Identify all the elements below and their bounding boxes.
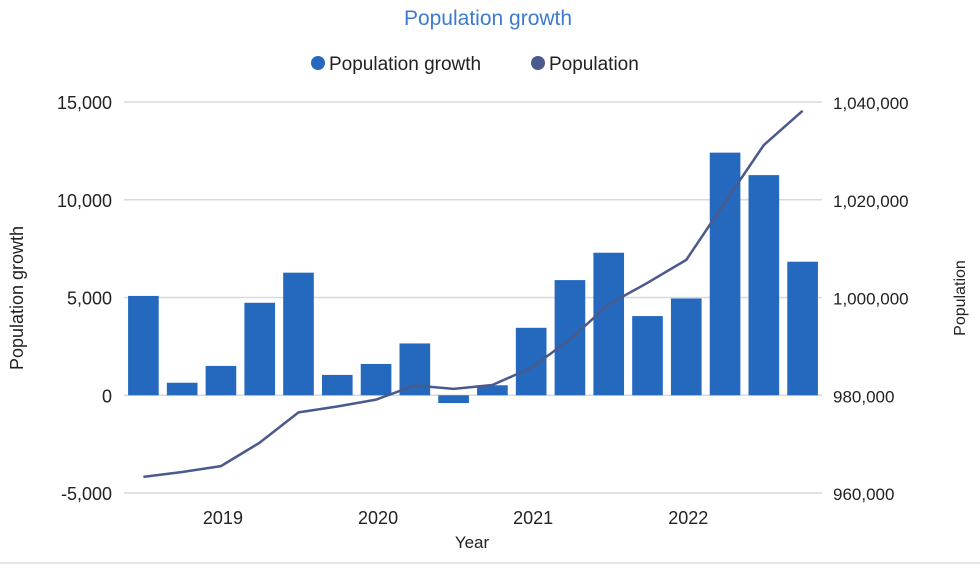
y-axis-left-label: Population growth xyxy=(7,226,27,370)
population-line xyxy=(143,111,802,477)
bar xyxy=(322,375,353,395)
right-tick-label: 1,000,000 xyxy=(833,290,909,309)
bar xyxy=(206,366,237,395)
left-tick-label: -5,000 xyxy=(61,484,112,504)
bar xyxy=(244,303,275,395)
bar xyxy=(710,153,741,396)
bar xyxy=(438,395,469,403)
left-tick-label: 15,000 xyxy=(57,93,112,113)
right-tick-label: 980,000 xyxy=(833,387,894,406)
right-tick-label: 1,040,000 xyxy=(833,94,909,113)
bar xyxy=(749,175,780,395)
x-tick-label: 2020 xyxy=(358,508,398,528)
right-tick-label: 1,020,000 xyxy=(833,192,909,211)
bar xyxy=(167,383,198,396)
chart-title: Population growth xyxy=(404,7,572,30)
right-tick-label: 960,000 xyxy=(833,485,894,504)
left-tick-label: 5,000 xyxy=(67,289,112,309)
legend-marker-population xyxy=(531,56,545,70)
legend-label-population-growth: Population growth xyxy=(329,54,481,75)
bar xyxy=(632,316,663,395)
legend-label-population: Population xyxy=(549,54,639,75)
bar xyxy=(593,253,624,396)
legend-marker-population-growth xyxy=(311,56,325,70)
left-tick-label: 0 xyxy=(102,386,112,406)
bar xyxy=(128,296,159,395)
bar xyxy=(283,273,314,396)
x-tick-label: 2021 xyxy=(513,508,553,528)
x-axis-label: Year xyxy=(455,533,490,552)
bar xyxy=(671,298,702,395)
y-axis-right-label: Population xyxy=(952,260,969,336)
legend: Population growth Population xyxy=(311,54,639,75)
x-tick-label: 2019 xyxy=(203,508,243,528)
bar xyxy=(361,364,392,395)
bar xyxy=(555,280,586,395)
bar xyxy=(787,262,818,396)
x-tick-label: 2022 xyxy=(668,508,708,528)
left-tick-label: 10,000 xyxy=(57,191,112,211)
